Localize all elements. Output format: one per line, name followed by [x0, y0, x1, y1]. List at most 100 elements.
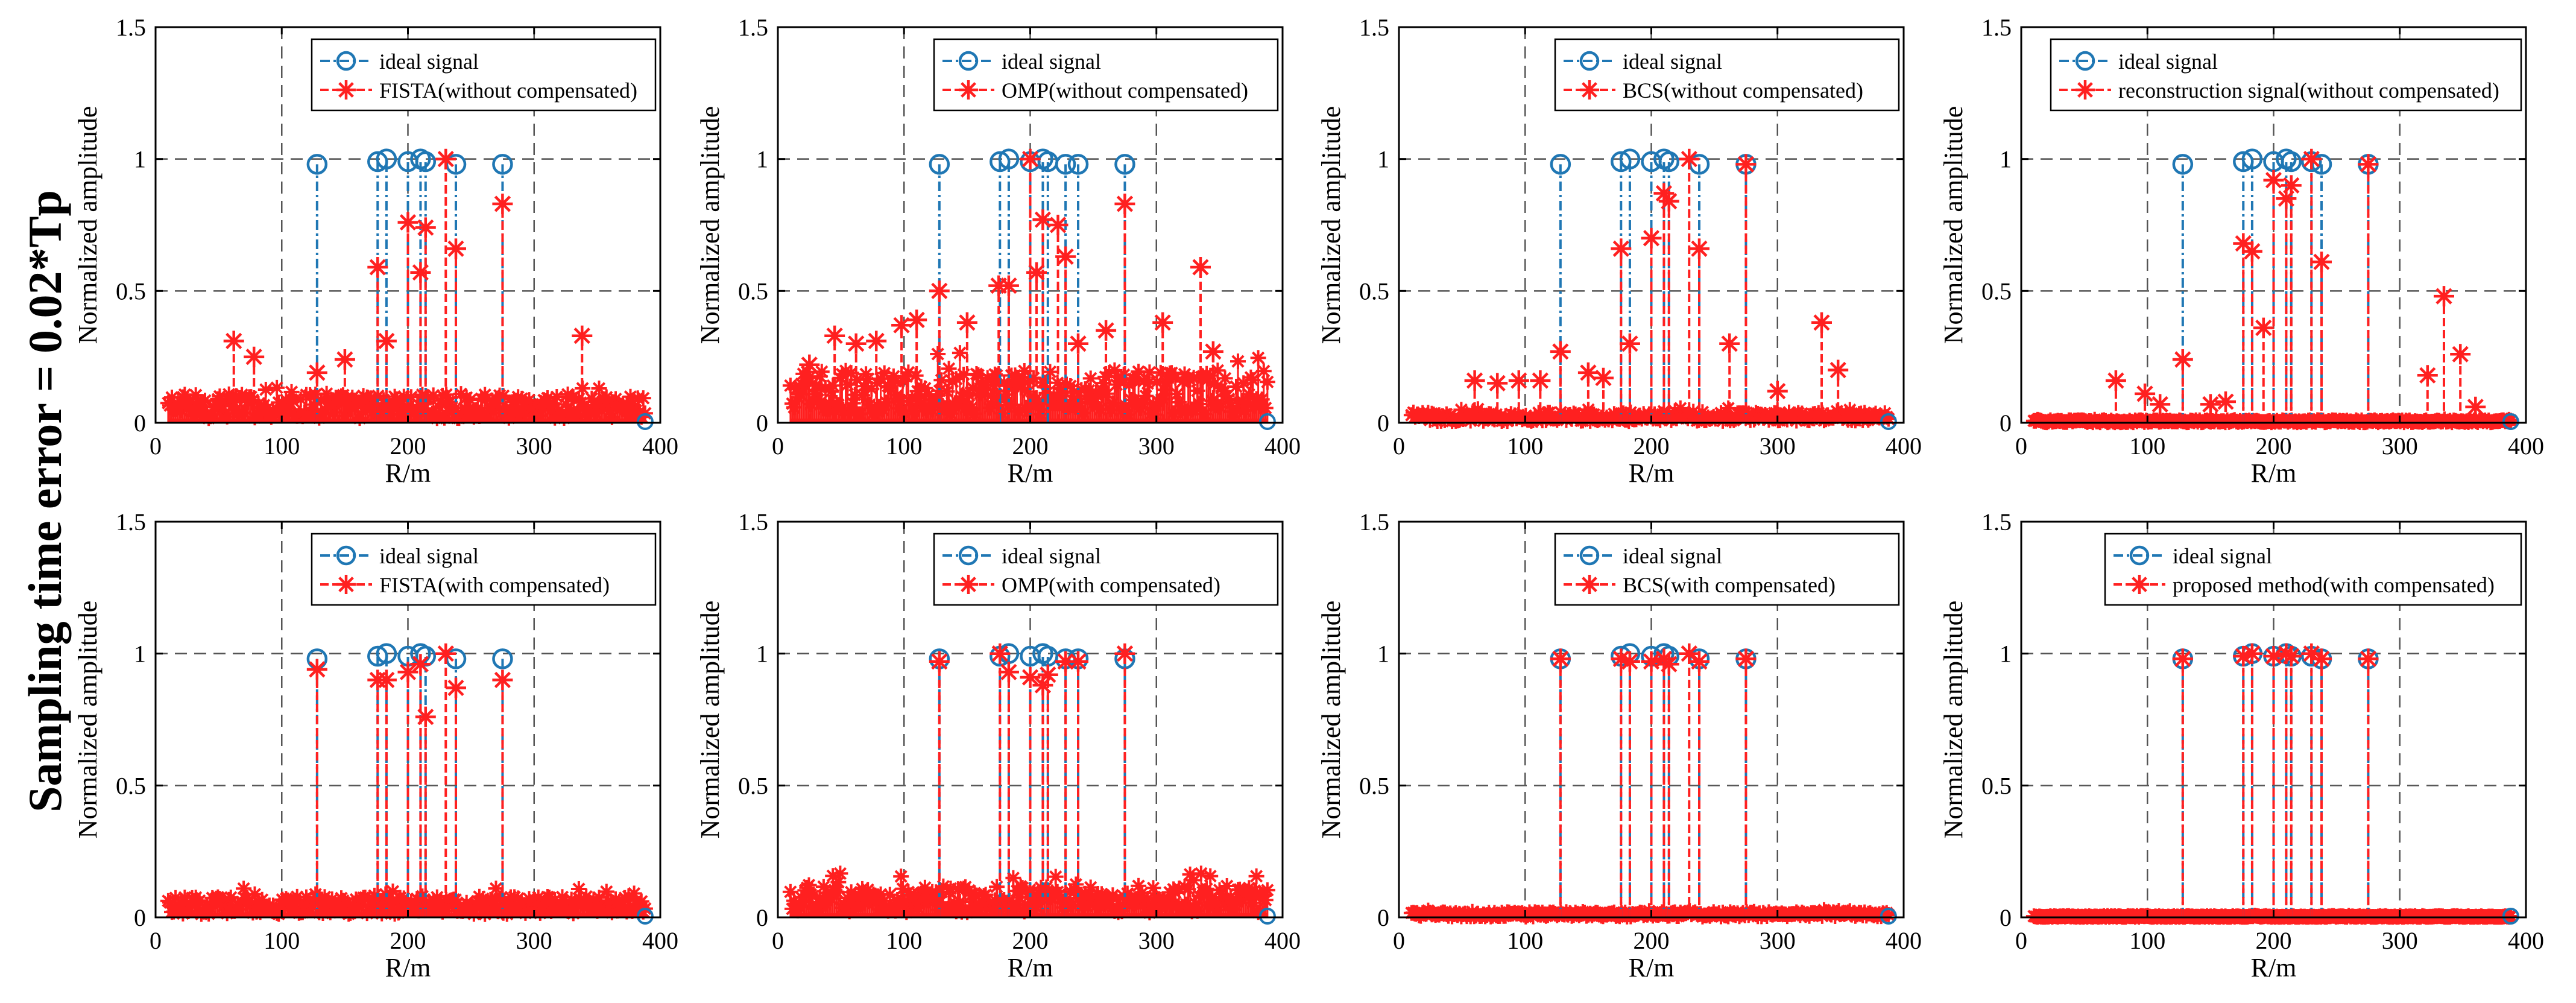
noise-marker [1542, 405, 1558, 421]
noise-marker [882, 379, 898, 395]
noise-marker [1241, 880, 1257, 896]
recon-marker [956, 312, 977, 333]
x-tick-label: 300 [1138, 432, 1175, 460]
noise-marker [1007, 900, 1023, 916]
noise-marker [624, 397, 640, 413]
noise-marker [1228, 379, 1244, 394]
y-tick-label: 0.5 [1981, 772, 2012, 799]
recon-marker [1689, 651, 1709, 672]
noise-marker [1768, 405, 1784, 422]
noise-marker [306, 396, 322, 413]
noise-marker [1220, 391, 1237, 407]
legend: ideal signal reconstruction signal(withou… [2050, 38, 2522, 112]
recon-marker [415, 217, 436, 238]
x-tick-label: 200 [2256, 927, 2292, 954]
noise-marker [392, 407, 408, 423]
noise-marker [983, 388, 999, 404]
noise-marker [1011, 890, 1027, 906]
y-axis-label: Normalized amplitude [1939, 601, 1968, 839]
legend-recon-marker [336, 80, 356, 100]
noise-marker [308, 387, 324, 403]
noise-marker [888, 903, 903, 919]
noise-marker [376, 896, 392, 912]
noise-marker [921, 387, 936, 402]
y-tick-label: 1.5 [1359, 508, 1389, 536]
legend: ideal signal proposed method(with compens… [2104, 533, 2522, 606]
noise-marker [532, 408, 548, 424]
noise-marker [948, 371, 964, 387]
recon-marker [799, 354, 820, 375]
x-tick-label: 200 [1634, 432, 1670, 460]
noise-marker [517, 905, 534, 921]
noise-marker [1037, 375, 1053, 391]
noise-marker [488, 881, 504, 897]
legend-recon-label: OMP(with compensated) [1002, 573, 1220, 597]
noise-marker [578, 888, 595, 905]
recon-marker [435, 148, 456, 169]
y-tick-label: 1 [2000, 146, 2012, 173]
noise-marker [1211, 882, 1228, 898]
noise-marker [304, 897, 320, 914]
noise-marker [558, 895, 574, 911]
x-tick-label: 100 [1507, 432, 1543, 460]
y-tick-label: 0 [2000, 904, 2012, 931]
ideal-marker [367, 645, 388, 667]
noise-marker [794, 889, 810, 905]
noise-marker [898, 904, 915, 920]
x-tick-label: 300 [516, 927, 552, 954]
noise-marker [236, 405, 252, 421]
baseline-end-marker [2502, 908, 2519, 925]
noise-marker [1077, 381, 1093, 397]
recon-marker [1735, 154, 1757, 175]
noise-marker [547, 410, 563, 426]
noise-marker [294, 408, 311, 425]
noise-marker [1248, 868, 1264, 884]
noise-marker [472, 888, 487, 905]
noise-marker [247, 886, 263, 902]
noise-marker [514, 390, 530, 407]
noise-marker [1132, 400, 1149, 416]
legend: ideal signal OMP(with compensated) [933, 533, 1279, 606]
noise-marker [1237, 402, 1254, 419]
noise-marker [326, 404, 342, 420]
x-tick-label: 0 [150, 927, 162, 954]
noise-marker [795, 894, 812, 910]
ideal-marker [2241, 148, 2263, 169]
noise-marker [343, 399, 359, 416]
recon-marker [2241, 643, 2262, 664]
noise-marker [512, 407, 528, 423]
noise-marker [874, 402, 891, 418]
y-tick-label: 1.5 [1359, 14, 1389, 41]
noise-marker [508, 405, 525, 422]
noise-marker [1623, 404, 1639, 420]
noise-marker [883, 375, 900, 391]
noise-marker [543, 903, 560, 919]
recon-marker [2465, 396, 2486, 417]
recon-marker [1641, 651, 1662, 672]
noise-marker [1222, 395, 1239, 411]
ideal-marker [990, 151, 1011, 172]
noise-marker [317, 401, 333, 417]
noise-marker [624, 903, 640, 919]
noise-marker [803, 396, 819, 412]
ideal-marker [2233, 151, 2254, 172]
legend-recon-marker [2130, 575, 2149, 594]
x-axis-label: R/m [1008, 458, 1053, 488]
legend-box [1554, 38, 1900, 112]
recon-marker [1068, 651, 1088, 672]
recon-marker [1508, 370, 1529, 391]
noise-marker [355, 388, 371, 404]
noise-marker [829, 884, 845, 900]
noise-marker [1090, 388, 1106, 405]
noise-marker [420, 390, 436, 407]
x-tick-label: 300 [516, 432, 552, 460]
noise-marker [1255, 888, 1272, 903]
noise-marker [549, 389, 565, 405]
noise-marker [935, 878, 952, 894]
legend-recon-label: BCS(with compensated) [1623, 573, 1836, 597]
baseline-end-marker [1880, 413, 1897, 430]
noise-marker [254, 403, 270, 419]
noise-marker [885, 368, 901, 384]
noise-marker [838, 897, 854, 914]
noise-marker [554, 889, 570, 905]
